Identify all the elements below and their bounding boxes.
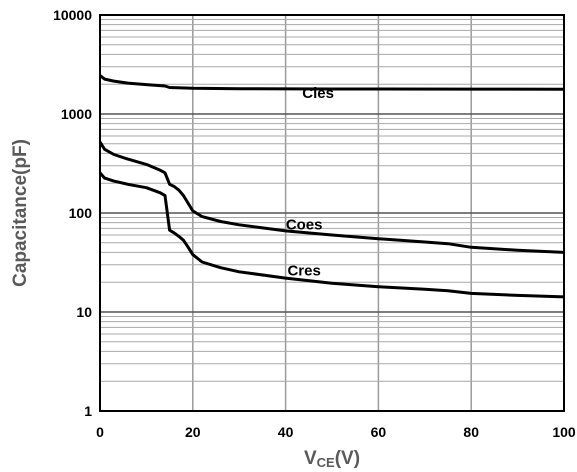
series-label-cres: Cres [287,262,320,279]
y-axis-label: Capacitance(pF) [10,139,31,287]
y-tick-label: 100 [69,205,93,221]
series-label-coes: Coes [286,217,323,234]
series-labels: Cies Coes Cres [286,85,334,279]
y-tick-label: 10000 [53,7,92,23]
y-tick-label: 10 [76,304,92,320]
series-line-cies [99,74,565,91]
series-label-cies: Cies [302,85,334,102]
plot-frame [99,14,565,412]
x-axis-label: VCE(V) [304,448,360,470]
curves [98,74,565,299]
series-line-coes [98,141,565,254]
x-tick-label: 0 [96,424,104,440]
series-line-cres [98,171,565,299]
x-tick-label: 80 [463,424,479,440]
x-tick-label: 100 [552,424,576,440]
x-axis-label-subscript: CE [317,455,335,470]
x-axis-label-unit: (V) [335,448,360,469]
grid [100,15,564,411]
x-tick-label: 40 [278,424,294,440]
tick-labels: 0 20 40 60 80 100 1 10 100 1000 10000 [53,7,576,440]
y-tick-label: 1000 [61,106,92,122]
x-tick-label: 20 [185,424,201,440]
x-axis-label-main: V [304,448,317,469]
y-tick-label: 1 [84,403,92,419]
x-tick-label: 60 [371,424,387,440]
